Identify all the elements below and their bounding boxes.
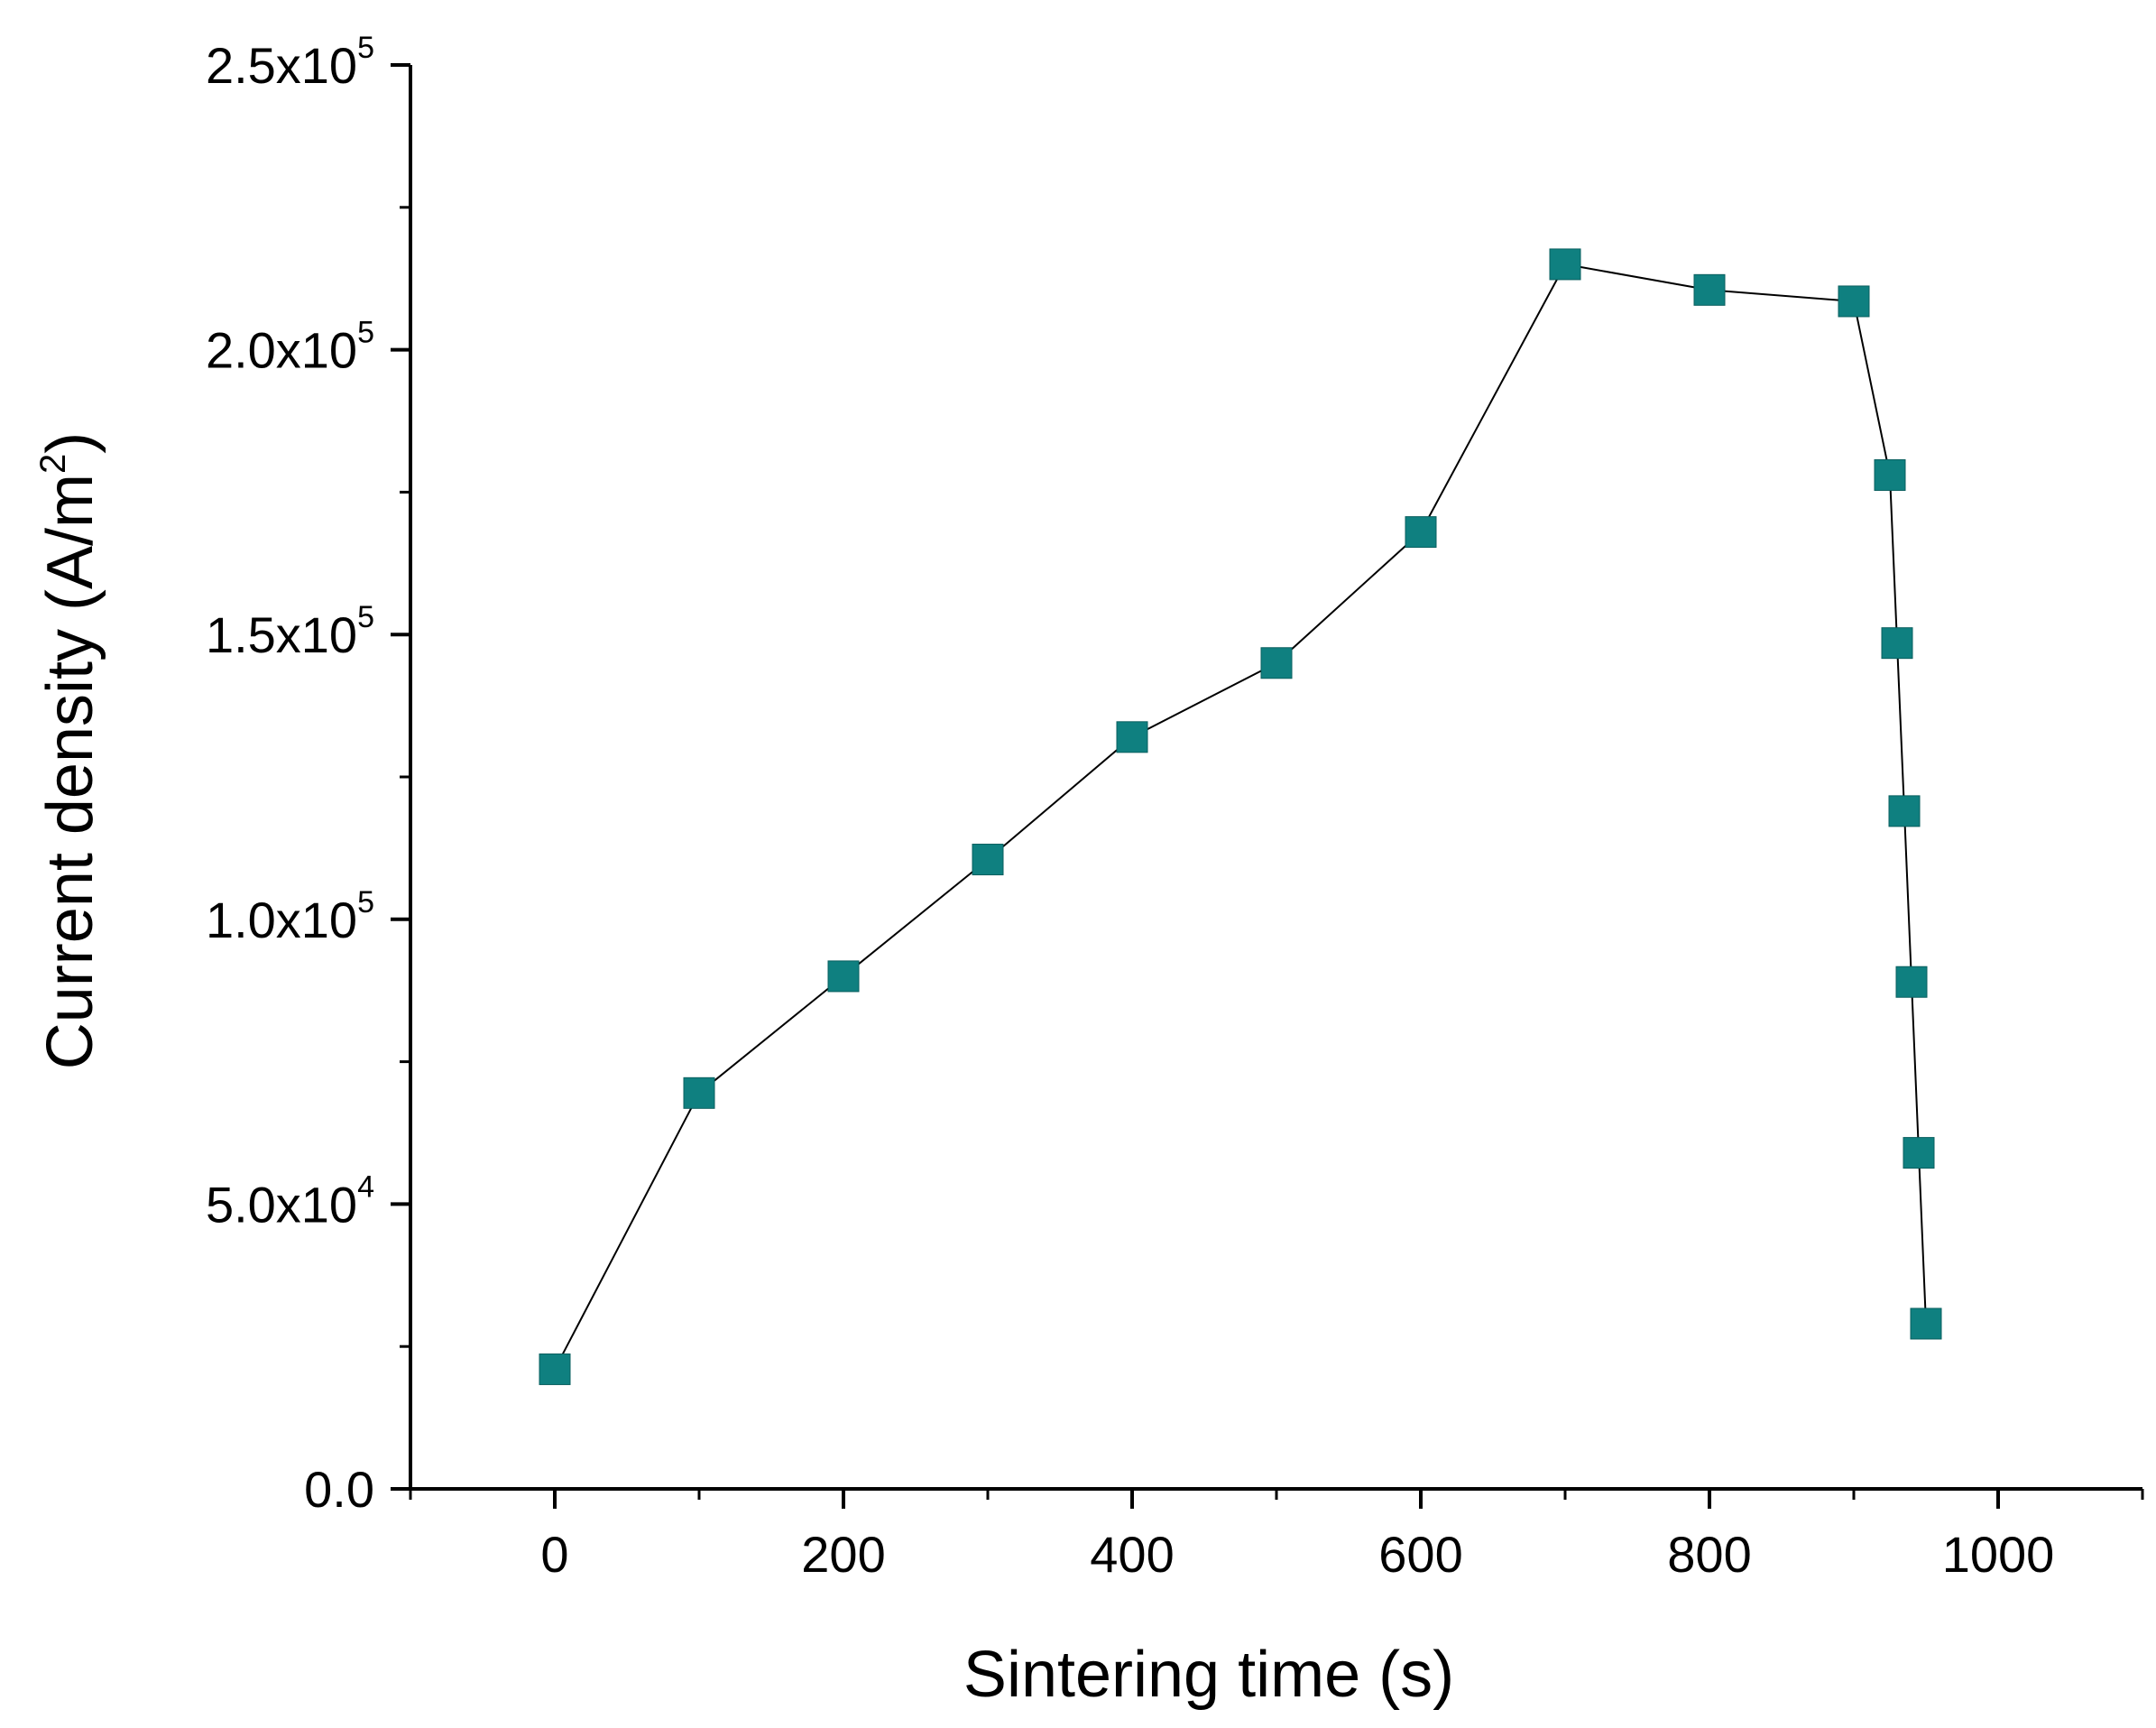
x-axis-title: Sintering time (s) — [963, 1639, 1454, 1711]
y-tick-label: 2.5x105 — [206, 31, 374, 94]
y-tick-label: 2.0x105 — [206, 316, 374, 379]
data-point — [972, 844, 1004, 876]
y-tick-label: 1.0x105 — [206, 885, 374, 948]
y-axis-title-end: ) — [34, 432, 106, 454]
data-point — [539, 1353, 571, 1385]
axes — [409, 65, 2142, 1491]
x-tick-label: 800 — [1667, 1526, 1751, 1583]
data-point — [1116, 721, 1148, 753]
data-point — [1903, 1137, 1935, 1169]
x-tick-label: 400 — [1090, 1526, 1174, 1583]
data-point — [1888, 795, 1921, 827]
data-point — [1693, 273, 1726, 306]
data-point — [1895, 966, 1928, 998]
data-point — [1549, 248, 1581, 281]
data-point — [1838, 285, 1870, 318]
y-axis-title-main: Current density (A/m — [34, 474, 106, 1069]
y-tick-label: 0.0 — [304, 1461, 374, 1518]
series-layer — [539, 248, 1942, 1385]
data-point — [683, 1077, 715, 1109]
data-point — [1910, 1308, 1942, 1340]
x-tick-label: 1000 — [1942, 1526, 2055, 1583]
y-axis-ticks: 0.0 5.0x104 1.0x105 1.5x105 2.0x105 2.5x105 — [206, 31, 410, 1518]
data-point — [1405, 516, 1437, 549]
x-tick-label: 200 — [801, 1526, 885, 1583]
data-point — [1260, 647, 1293, 679]
y-tick-label: 1.5x105 — [206, 600, 374, 663]
series-line — [554, 263, 1927, 1370]
data-point — [1881, 627, 1913, 660]
data-point — [1874, 458, 1906, 491]
x-axis-ticks: 0 200 400 600 800 1000 — [409, 1489, 2144, 1583]
y-axis-title-sup: 2 — [33, 454, 73, 474]
x-tick-label: 0 — [540, 1526, 568, 1583]
data-point — [827, 960, 860, 993]
y-tick-label: 5.0x104 — [206, 1169, 374, 1233]
x-tick-label: 600 — [1378, 1526, 1462, 1583]
y-axis-title: Current density (A/m2) — [33, 432, 106, 1069]
